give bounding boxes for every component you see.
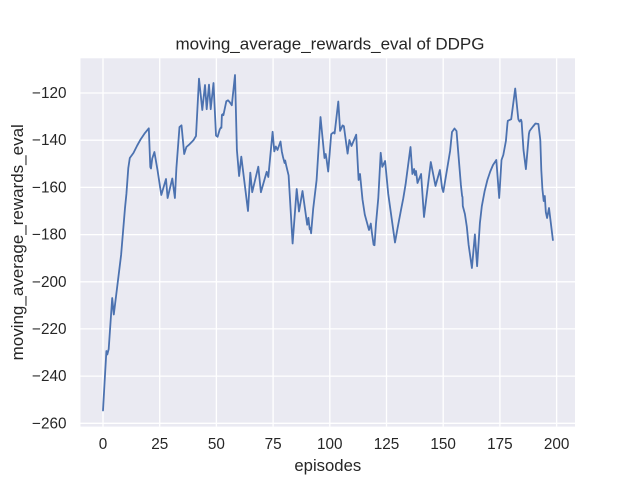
svg-text:−220: −220 — [32, 321, 66, 338]
svg-text:0: 0 — [99, 436, 108, 453]
svg-text:75: 75 — [265, 436, 282, 453]
svg-text:−140: −140 — [32, 132, 66, 149]
svg-text:175: 175 — [487, 436, 513, 453]
svg-text:−240: −240 — [32, 368, 66, 385]
svg-text:episodes: episodes — [294, 456, 361, 475]
svg-text:150: 150 — [430, 436, 456, 453]
svg-text:200: 200 — [544, 436, 570, 453]
svg-text:moving_average_rewards_eval: moving_average_rewards_eval — [8, 124, 27, 360]
svg-text:−180: −180 — [32, 227, 66, 244]
svg-text:50: 50 — [208, 436, 225, 453]
svg-text:−160: −160 — [32, 179, 66, 196]
svg-text:−200: −200 — [32, 274, 66, 291]
svg-text:25: 25 — [151, 436, 168, 453]
svg-text:−260: −260 — [32, 415, 66, 432]
svg-text:moving_average_rewards_eval of: moving_average_rewards_eval of DDPG — [176, 34, 485, 53]
svg-text:−120: −120 — [32, 85, 66, 102]
svg-text:100: 100 — [317, 436, 343, 453]
svg-text:125: 125 — [374, 436, 400, 453]
